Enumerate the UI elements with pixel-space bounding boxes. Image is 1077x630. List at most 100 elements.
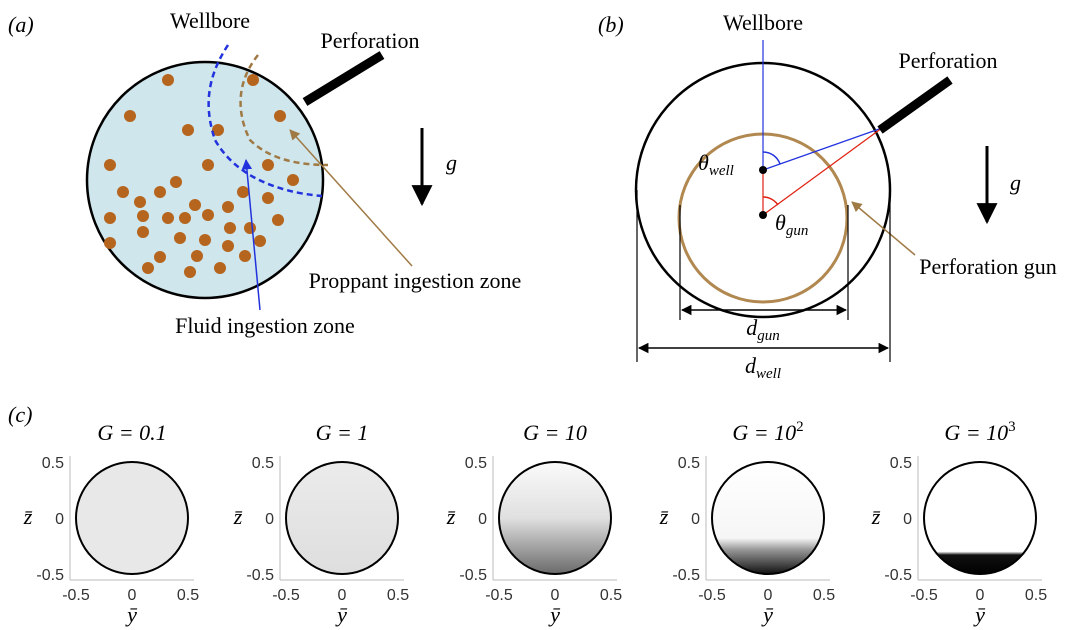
particle [237, 186, 249, 198]
particle [244, 222, 256, 234]
particle [162, 212, 174, 224]
x-axis-label: ȳ [973, 602, 986, 627]
particle [262, 192, 274, 204]
particle [154, 251, 166, 263]
concentration-plots: G = 0.1 0.5 0 -0.5 -0.5 0 0.5 z̄ ȳ G = 1 0.5 0 -0.5 -… [23, 419, 1048, 627]
theta-well-arc [763, 152, 780, 164]
theta-gun-arc [763, 197, 778, 205]
d-well-label: dwell [745, 353, 781, 382]
particle [222, 201, 234, 213]
particle [137, 210, 149, 222]
particle [154, 186, 166, 198]
particle [262, 159, 274, 171]
panel-label: (a) [8, 12, 34, 37]
concentration-field [76, 462, 188, 574]
particle [254, 235, 266, 247]
y-tick-label: -0.5 [884, 567, 912, 584]
x-tick-label: -0.5 [910, 587, 938, 604]
particle [202, 209, 214, 221]
gun-label: Perforation gun [919, 254, 1056, 279]
gravity-label: g [446, 150, 457, 175]
perforation-tunnel [880, 80, 950, 130]
figure: (a) Wellbore Perforation g Proppant inge… [0, 0, 1077, 630]
d-gun-label: dgun [746, 315, 780, 344]
x-tick-label: -0.5 [272, 587, 300, 604]
perforation-tunnel [305, 55, 382, 102]
title-exponent: 3 [1008, 419, 1016, 435]
x-axis-label: ȳ [125, 602, 138, 627]
y-tick-label: -0.5 [246, 567, 274, 584]
title-text: G = 10 [732, 420, 796, 445]
particle [162, 74, 174, 86]
plot-title: G = 103 [944, 419, 1015, 445]
perforation-label: Perforation [899, 48, 998, 73]
y-tick-label: 0.5 [252, 455, 274, 472]
y-axis-label: z̄ [233, 504, 243, 529]
x-tick-label: -0.5 [698, 587, 726, 604]
y-tick-label: -0.5 [36, 567, 64, 584]
concentration-field [712, 462, 824, 574]
x-tick-label: 0.5 [387, 587, 409, 604]
particle [272, 214, 284, 226]
x-tick-label: 0.5 [177, 587, 199, 604]
particle [104, 212, 116, 224]
perforation-label: Perforation [321, 28, 420, 53]
title-exponent: 2 [796, 419, 804, 435]
gun-center [759, 211, 767, 219]
panel-label: (c) [8, 402, 32, 427]
y-axis-label: z̄ [871, 504, 881, 529]
plot-title: G = 0.1 [97, 420, 166, 445]
particle [247, 74, 259, 86]
proppant-zone-label: Proppant ingestion zone [309, 268, 522, 293]
y-tick-label: 0.5 [42, 455, 64, 472]
title-text: G = 1 [316, 420, 369, 445]
particle [134, 196, 146, 208]
concentration-field [924, 462, 1036, 574]
particle [117, 186, 129, 198]
particle [239, 250, 251, 262]
title-text: G = 10 [944, 420, 1008, 445]
y-tick-label: 0.5 [678, 455, 700, 472]
y-tick-label: 0 [903, 511, 912, 528]
y-axis-label: z̄ [446, 504, 456, 529]
particle [137, 226, 149, 238]
y-axis-label: z̄ [659, 504, 669, 529]
particle [287, 174, 299, 186]
particle [182, 124, 194, 136]
y-axis-label: z̄ [23, 504, 33, 529]
x-tick-label: 0.5 [600, 587, 622, 604]
theta-gun-label: θgun [775, 210, 808, 239]
title-text: G = 0.1 [97, 420, 166, 445]
gun-ray [763, 128, 882, 215]
y-tick-label: 0 [478, 511, 487, 528]
y-tick-label: 0.5 [890, 455, 912, 472]
x-tick-label: 0.5 [1025, 587, 1047, 604]
gun-arrow [852, 202, 915, 255]
x-tick-label: -0.5 [485, 587, 513, 604]
y-tick-label: -0.5 [672, 567, 700, 584]
theta-well-label: θwell [698, 150, 734, 179]
fluid-zone-label: Fluid ingestion zone [175, 313, 355, 338]
particle [170, 176, 182, 188]
particle [202, 159, 214, 171]
x-axis-label: ȳ [548, 602, 561, 627]
plot-title: G = 102 [732, 419, 803, 445]
x-tick-label: 0.5 [813, 587, 835, 604]
particle [104, 159, 116, 171]
wellbore-label: Wellbore [170, 8, 250, 33]
particle [222, 240, 234, 252]
particle [174, 232, 186, 244]
y-tick-label: 0 [691, 511, 700, 528]
particle [191, 250, 203, 262]
well-ray [763, 128, 882, 170]
y-tick-label: 0 [55, 511, 64, 528]
concentration-field [499, 462, 611, 574]
x-axis-label: ȳ [761, 602, 774, 627]
particle [199, 234, 211, 246]
plot-title: G = 10 [523, 420, 587, 445]
particle [124, 110, 136, 122]
y-tick-label: -0.5 [459, 567, 487, 584]
particle [104, 237, 116, 249]
well-center [759, 166, 767, 174]
y-tick-label: 0.5 [465, 455, 487, 472]
